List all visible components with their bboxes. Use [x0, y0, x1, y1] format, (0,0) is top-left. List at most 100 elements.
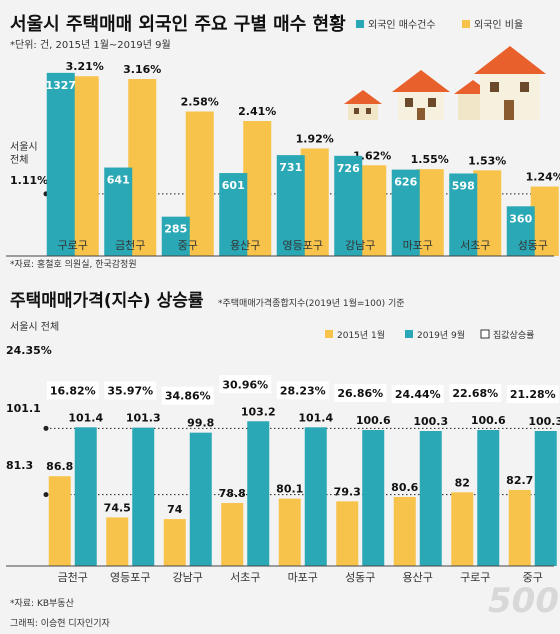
bar-2015-label: 82 — [455, 476, 470, 489]
bar-rate-label: 2.41% — [238, 105, 276, 118]
bar-2019 — [74, 427, 97, 566]
legend-label-2015: 2015년 1월 — [337, 329, 385, 341]
category-label: 구로구 — [58, 239, 88, 252]
rise-rate-label: 28.23% — [280, 384, 326, 397]
bar-2015 — [393, 496, 416, 566]
top-title: 서울시 주택매매 외국인 주요 구별 매수 현황 — [10, 14, 346, 35]
rise-rate-label: 26.86% — [337, 387, 383, 400]
rise-rate-box — [104, 381, 157, 400]
bar-2015 — [48, 476, 71, 566]
bar-2019-label: 101.3 — [126, 412, 161, 425]
category-label: 영등포구 — [110, 571, 150, 584]
rise-rate-box — [391, 384, 444, 403]
bar-rate — [300, 148, 329, 256]
bar-count — [449, 173, 478, 256]
bar-rate-label: 1.24% — [526, 171, 560, 184]
legend-swatch-rise — [480, 329, 490, 339]
bar-2015 — [278, 498, 301, 566]
rise-rate-label: 35.97% — [107, 385, 153, 398]
bar-2019 — [304, 427, 327, 566]
bar-rate-label: 1.92% — [296, 132, 334, 145]
bar-2015-label: 79.3 — [334, 485, 361, 498]
rise-rate-box — [449, 383, 502, 402]
bar-rate-label: 1.55% — [411, 153, 449, 166]
category-label: 용산구 — [230, 239, 260, 252]
bar-rate — [473, 170, 502, 256]
legend-swatch-rate — [462, 20, 470, 28]
bar-2015-label: 80.6 — [391, 481, 418, 494]
bar-count-label: 731 — [279, 161, 302, 174]
rise-rate-box — [276, 381, 329, 400]
bar-rate — [70, 76, 99, 257]
category-label: 마포구 — [403, 239, 433, 252]
bar-count-label: 360 — [509, 212, 532, 225]
bottom-chart: 86.8 101.4 16.82% 금천구 74.5 101.3 35.97% 영등포구 74 9… — [43, 375, 560, 584]
bar-2015 — [221, 503, 244, 566]
bar-2019-label: 100.6 — [356, 414, 391, 427]
bar-count-label: 598 — [452, 179, 475, 192]
bar-count — [161, 216, 190, 256]
category-label: 강남구 — [345, 239, 375, 252]
category-label: 금천구 — [115, 238, 145, 252]
legend-swatch-2015 — [325, 330, 333, 338]
bar-count-label: 601 — [222, 179, 245, 192]
rise-rate-label: 22.68% — [452, 387, 498, 400]
bar-rate-label: 1.53% — [468, 154, 506, 167]
bar-count — [506, 206, 535, 256]
house-icon — [344, 90, 382, 120]
bar-2019 — [132, 427, 155, 566]
bar-rate — [530, 186, 559, 256]
category-label: 중구 — [523, 571, 543, 584]
top-chart: 3.21% 1327 구로구 3.16% 641 금천구 2.58% 285 중구 2.41% 60… — [43, 60, 560, 257]
bar-2019 — [362, 429, 385, 566]
bar-count — [104, 167, 133, 256]
bar-2015-label: 82.7 — [506, 474, 533, 487]
bar-2019 — [477, 429, 500, 566]
rise-rate-box — [334, 383, 387, 402]
bar-2015 — [451, 492, 474, 566]
bottom-credit: 그래픽: 이승현 디자인기자 — [10, 618, 111, 629]
category-label: 중구 — [178, 239, 198, 252]
rise-rate-label: 16.82% — [50, 384, 96, 397]
bar-2019-label: 101.4 — [68, 411, 103, 424]
rise-rate-box — [219, 375, 272, 394]
category-label: 강남구 — [173, 571, 203, 584]
category-label: 서초구 — [460, 239, 490, 252]
category-label: 성동구 — [518, 239, 548, 252]
legend-label-2019: 2019년 9월 — [417, 329, 465, 341]
bar-count-label: 726 — [337, 162, 360, 175]
bar-2015-label: 86.8 — [46, 460, 73, 473]
bar-2019-label: 99.8 — [187, 417, 214, 430]
category-label: 금천구 — [58, 570, 88, 584]
bar-rate-label: 3.16% — [123, 63, 161, 76]
bottom-source: *자료: KB부동산 — [10, 598, 74, 609]
legend-label-rate: 외국인 비율 — [474, 19, 523, 31]
top-unit-note: *단위: 건, 2015년 1월~2019년 9월 — [10, 38, 171, 51]
bar-count-label: 1327 — [45, 79, 76, 92]
bar-2019-label: 100.6 — [471, 414, 506, 427]
bar-2015-label: 80.1 — [276, 483, 303, 496]
bar-count-label: 626 — [394, 176, 417, 189]
bar-rate — [358, 165, 387, 256]
bar-2015 — [106, 517, 129, 566]
category-label: 마포구 — [288, 571, 318, 584]
bar-2019-label: 103.2 — [241, 405, 276, 418]
legend-swatch-count — [356, 20, 364, 28]
rise-rate-box — [46, 381, 99, 400]
bar-2015-label: 74.5 — [104, 501, 131, 514]
seoul-rate-label: 1.11% — [10, 174, 48, 187]
seoul-label-line1: 서울시 — [10, 141, 38, 153]
watermark-text: 500 — [488, 581, 559, 621]
rise-rate-box — [506, 384, 559, 403]
bar-rate — [415, 169, 444, 256]
bar-2019 — [189, 432, 212, 566]
ref-label-2019: 101.1 — [6, 402, 41, 415]
bar-2019 — [247, 421, 270, 566]
ref-label-2015: 81.3 — [6, 459, 33, 472]
rise-rate-label: 34.86% — [165, 390, 211, 403]
rise-rate-label: 30.96% — [222, 378, 268, 391]
legend-swatch-2019 — [405, 330, 413, 338]
bar-2015 — [508, 489, 531, 566]
bar-count-label: 641 — [107, 174, 130, 187]
